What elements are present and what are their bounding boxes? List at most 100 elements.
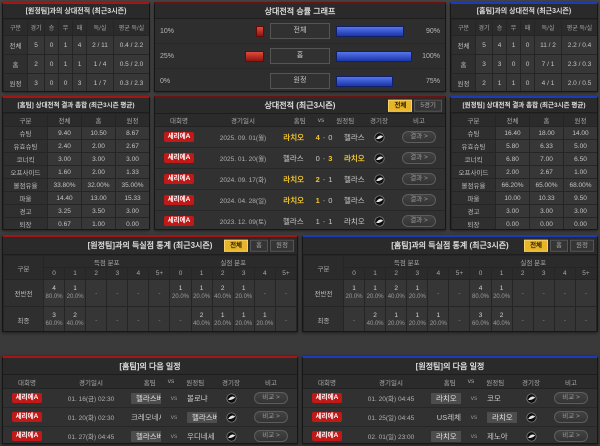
filter-tab[interactable]: 전체 xyxy=(388,99,413,112)
stat-value: 35.00% xyxy=(115,178,149,192)
stadium-cell xyxy=(365,152,393,164)
home-team-cell: 헬라스베로나 xyxy=(283,153,304,164)
league-badge: 세리에A xyxy=(311,431,343,441)
compare-button[interactable]: 비교 > xyxy=(554,391,588,405)
percent-value: 60.0% xyxy=(472,320,490,327)
filter-tab[interactable]: 원정 xyxy=(570,239,594,252)
compare-button[interactable]: 비교 > xyxy=(254,410,288,424)
bin-header: 2 xyxy=(85,267,108,280)
filter-tab[interactable]: 전체 xyxy=(224,239,249,252)
stat-value: 0 xyxy=(58,73,73,91)
away-team-name: 헬라스베로나 xyxy=(344,132,365,142)
stat-value: 0.4 / 2.2 xyxy=(113,35,149,55)
conceded-cell: - xyxy=(532,279,555,307)
percent-value: 20.0% xyxy=(235,320,253,327)
count-value: 4 xyxy=(52,285,56,293)
home-team-name: 라치오 xyxy=(283,195,304,205)
red-bar-track xyxy=(188,76,264,87)
count-value: 2 xyxy=(499,312,504,320)
stadium-icon xyxy=(225,392,237,404)
header-row: 구분 경기 승 무 패 득/실 평균 득/실 xyxy=(3,19,149,36)
scored-cell: 3 60.0% xyxy=(42,306,66,331)
percent-value: 20.0% xyxy=(235,293,253,300)
result-button[interactable]: 결과 > xyxy=(402,214,436,228)
stat-value: 65.00% xyxy=(529,178,564,192)
filter-tab[interactable]: 5경기 xyxy=(414,99,442,112)
row-label: 홈 xyxy=(451,54,476,74)
stat-value: 32.00% xyxy=(81,178,116,192)
league-cell: 세리에A xyxy=(3,431,51,441)
compare-button[interactable]: 비교 > xyxy=(254,391,288,405)
goals-away-filter-tabs: 전체 홈 원정 xyxy=(522,239,594,252)
goals-home-table-mount: 구분 득점 분포 실점 분포 0 1 2 3 4 5+ 0 1 2 3 4 5+ 전반전 4 80.0% 1 20.0… xyxy=(3,255,297,331)
winrate-row: 25% 홈 100% xyxy=(155,44,445,69)
stadium-cell xyxy=(517,411,545,423)
filter-tab[interactable]: 전체 xyxy=(524,239,549,252)
result-button[interactable]: 결과 > xyxy=(402,193,436,207)
count-value: 2 xyxy=(394,285,398,293)
league-badge: 세리에A xyxy=(311,393,343,403)
league-badge: 세리에A xyxy=(163,216,195,226)
filter-tab[interactable]: 홈 xyxy=(250,239,269,252)
scored-group-header: 득점 분포 xyxy=(42,255,171,268)
note-cell: 비교 > xyxy=(245,410,297,424)
column-header: 전체 xyxy=(47,113,82,127)
empty-value: - xyxy=(563,289,566,297)
conceded-cell: - xyxy=(574,279,597,307)
distribution-row: 전반전 1 20.0% 1 20.0% 2 40.0% 1 20.0% - -4 80.0% 1 20.0… xyxy=(303,279,597,307)
match-date: 01. 27(화) 04:45 xyxy=(67,434,115,441)
table-row: 원정 2 1 1 0 4 / 1 2.0 / 0.5 xyxy=(451,73,597,91)
stat-value: 9.40 xyxy=(47,126,82,140)
compare-button[interactable]: 비교 > xyxy=(254,429,288,443)
stat-value: 0 xyxy=(520,54,535,74)
distribution-row: 최종 3 60.0% 2 40.0% - - - - -2 40.0% 1 20.0% 1 20.0% 1 20… xyxy=(3,306,297,331)
empty-value: - xyxy=(521,316,524,324)
conceded-group-header: 실점 분포 xyxy=(469,255,597,268)
column-header-league: 대회명 xyxy=(170,118,188,125)
empty-value: - xyxy=(542,316,545,324)
compare-button[interactable]: 비교 > xyxy=(554,410,588,424)
result-button[interactable]: 결과 > xyxy=(402,151,436,165)
red-bar-track xyxy=(188,50,264,62)
away-team-cell: 라치오 xyxy=(487,411,517,423)
match-date: 2024. 04. 28(일) xyxy=(219,198,267,205)
panel-h2h-vs-home: [홈팀]과의 상대전적 (최근3시즌) 구분 경기 승 무 패 득/실 평균 득/실 전체 5 4… xyxy=(450,2,598,92)
scored-cell: 1 20.0% xyxy=(64,279,87,307)
percent-value: 40.0% xyxy=(66,320,84,327)
stat-value: 2.2 / 0.4 xyxy=(561,35,597,55)
empty-value: - xyxy=(95,289,98,297)
schedule-away-list-mount: 세리에A 01. 20(화) 04:45 라치오 vs 코모 비교 > 세리에A 01. 25… xyxy=(303,389,597,443)
row-label: 경고 xyxy=(3,204,48,218)
row-label: 슈팅 xyxy=(451,126,496,140)
goals-home-title-bar: [원정팀]과의 득실점 통계 (최근3시즌) 전체 홈 원정 xyxy=(3,237,297,255)
column-header-league: 대회명 xyxy=(318,379,336,387)
away-team-name: 우디네세 xyxy=(187,431,215,441)
stat-value: 5 xyxy=(27,35,45,55)
stadium-icon xyxy=(225,430,237,442)
row-label: 전체 xyxy=(451,35,476,55)
stadium-cell xyxy=(217,392,245,404)
column-header-match: 홈팀 vs 원정팀 xyxy=(131,377,217,387)
result-button[interactable]: 결과 > xyxy=(402,130,436,144)
scored-cell: - xyxy=(148,279,171,307)
score-separator: - xyxy=(322,195,326,205)
row-label: 오프사이드 xyxy=(3,165,48,179)
column-header-note: 비고 xyxy=(413,118,425,125)
empty-value: - xyxy=(137,316,140,324)
panel-totals-away: [원정팀] 상대전적 결과 총합 (최근3시즌 평균) 구분 전체 홈 원정 슈팅 16.… xyxy=(450,96,598,230)
column-header-home: 홈팀 xyxy=(143,379,156,387)
scored-cell: 1 20.0% xyxy=(406,279,429,307)
stat-value: 0 xyxy=(520,35,535,55)
filter-tab[interactable]: 홈 xyxy=(550,239,569,252)
filter-tab[interactable]: 원정 xyxy=(270,239,294,252)
bin-header: 2 xyxy=(385,267,408,280)
panel-goals-away: [홈팀]과의 득실점 통계 (최근3시즌) 전체 홈 원정 구분 득점 분포 실점 분포… xyxy=(302,235,598,332)
compare-button[interactable]: 비교 > xyxy=(554,429,588,443)
scored-cell: 1 20.0% xyxy=(364,279,387,307)
home-score: 0 xyxy=(315,153,320,163)
result-button[interactable]: 결과 > xyxy=(402,172,436,186)
scored-cell: 2 40.0% xyxy=(364,306,387,331)
stat-value: 1 xyxy=(492,73,507,91)
